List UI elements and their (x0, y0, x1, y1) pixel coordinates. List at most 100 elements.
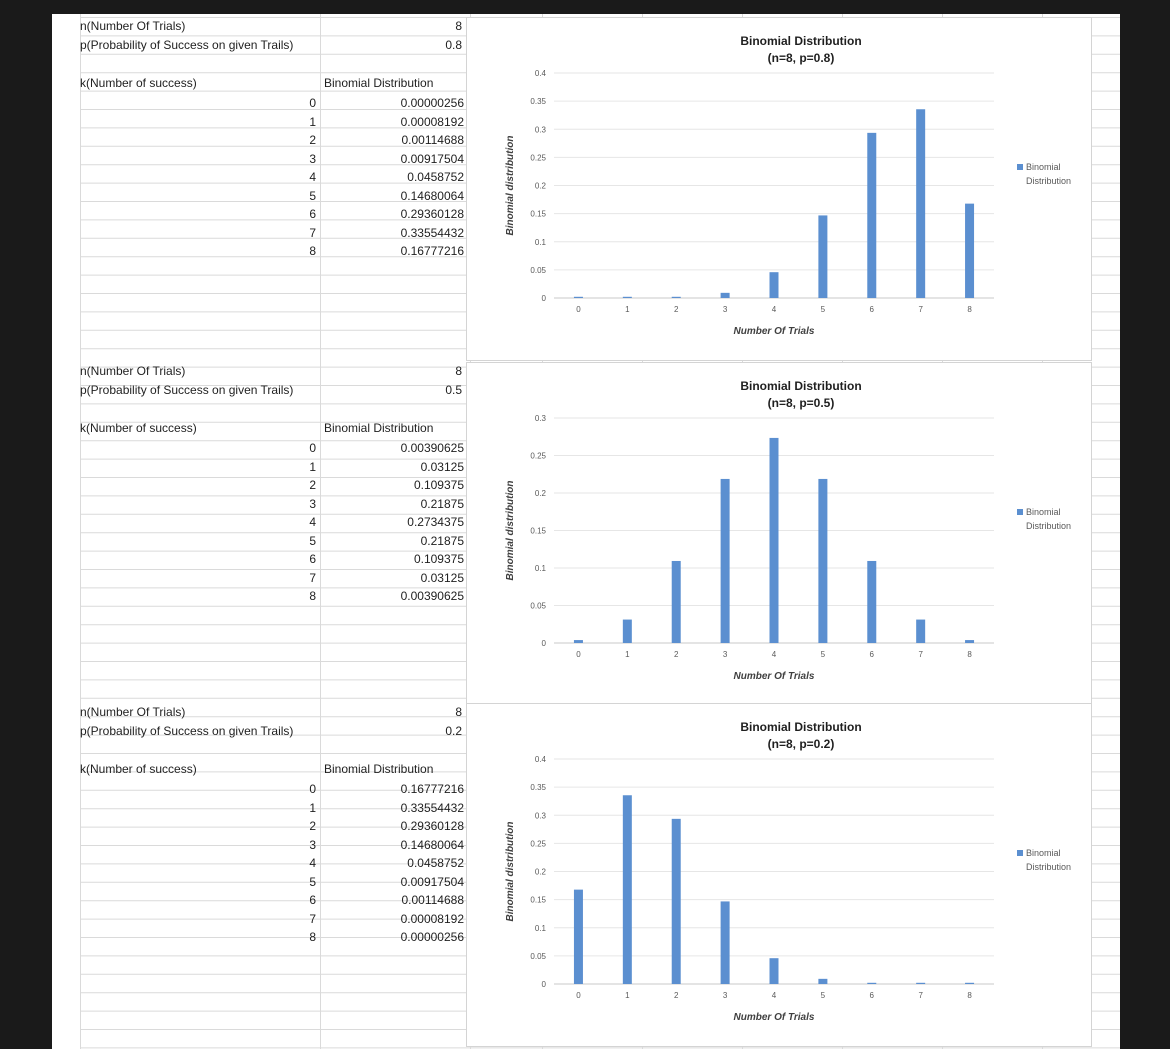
probability-cell: 0.0458752 (407, 856, 464, 870)
x-tick-label: 8 (967, 650, 972, 659)
legend-line: Distribution (1026, 176, 1071, 186)
x-tick-label: 5 (821, 991, 826, 1000)
bar (573, 889, 583, 984)
dist-header: Binomial Distribution (324, 76, 434, 90)
y-tick-label: 0.4 (535, 69, 547, 78)
bar (769, 437, 779, 643)
k-cell: 1 (309, 114, 316, 129)
y-tick-label: 0.1 (535, 238, 547, 247)
probability-cell: 0.00390625 (400, 441, 464, 455)
y-tick-label: 0.4 (535, 755, 547, 764)
x-tick-label: 0 (576, 991, 581, 1000)
probability-cell: 0.00114688 (401, 893, 464, 907)
bar (671, 818, 681, 984)
bar (818, 215, 828, 298)
spreadsheet[interactable]: n(Number Of Trials) 8 p(Probability of Suc… (52, 14, 1120, 1049)
x-tick-label: 1 (625, 305, 630, 314)
y-tick-label: 0.2 (535, 868, 547, 877)
probability-cell: 0.00008192 (400, 911, 464, 926)
x-tick-label: 0 (576, 305, 581, 314)
y-tick-label: 0.05 (530, 266, 546, 275)
y-tick-label: 0.05 (530, 602, 546, 611)
probability-cell: 0.00008192 (400, 114, 464, 129)
y-tick-label: 0.2 (535, 182, 547, 191)
x-tick-label: 2 (674, 991, 679, 1000)
panel-2: n(Number Of Trials) 8 p(Probability of Suc… (52, 700, 1120, 1047)
bar (720, 478, 730, 643)
bar (622, 296, 632, 298)
n-value: 8 (455, 19, 462, 33)
chart-title: Binomial Distribution (740, 379, 861, 393)
n-value: 8 (455, 364, 462, 378)
probability-cell: 0.14680064 (400, 188, 464, 203)
y-tick-label: 0.05 (530, 952, 546, 961)
bar (769, 958, 779, 984)
p-label: p(Probability of Success on given Trails… (80, 38, 294, 52)
probability-cell: 0.14680064 (400, 837, 464, 852)
chart-2[interactable]: 0 0.05 0.1 0.15 0.2 0.25 0.3 0.35 0.4 0 1 2 3 4 5 6 7 8 Bi… (466, 703, 1092, 1047)
y-tick-label: 0.35 (530, 783, 546, 792)
y-tick-label: 0.15 (530, 527, 546, 536)
bar (916, 982, 926, 984)
chart-svg: 0 0.05 0.1 0.15 0.2 0.25 0.3 0 1 2 3 4 5 6 7 8 Binomial … (505, 379, 1071, 682)
k-cell: 3 (309, 151, 316, 166)
probability-cell: 0.109375 (413, 478, 464, 492)
x-tick-label: 0 (576, 650, 581, 659)
bar (916, 619, 926, 643)
bar (867, 982, 877, 984)
bar (867, 132, 877, 298)
probability-cell: 0.29360128 (400, 207, 464, 221)
probability-cell: 0.33554432 (400, 800, 464, 815)
bar (720, 901, 730, 984)
legend-line: Distribution (1026, 862, 1071, 872)
probability-cell: 0.2734375 (407, 515, 464, 529)
k-cell: 1 (309, 459, 316, 474)
k-cell: 0 (309, 96, 316, 110)
p-value: 0.2 (445, 724, 462, 738)
legend-line: Binomial (1026, 848, 1061, 858)
probability-cell: 0.16777216 (400, 782, 464, 796)
bar (916, 109, 926, 298)
p-label: p(Probability of Success on given Trails… (80, 383, 294, 397)
legend-line: Binomial (1026, 162, 1061, 172)
n-label: n(Number Of Trials) (80, 19, 186, 33)
legend-swatch (1017, 850, 1023, 856)
x-tick-label: 6 (870, 650, 875, 659)
probability-cell: 0.00114688 (401, 133, 464, 147)
x-tick-label: 3 (723, 305, 728, 314)
x-tick-label: 7 (918, 991, 923, 1000)
x-axis-title: Number Of Trials (734, 1012, 815, 1023)
k-cell: 4 (309, 515, 316, 529)
y-tick-label: 0 (542, 294, 547, 303)
chart-1[interactable]: 0 0.05 0.1 0.15 0.2 0.25 0.3 0 1 2 3 4 5 6 7 8 Binomial … (466, 362, 1092, 706)
k-cell: 6 (309, 207, 316, 221)
probability-cell: 0.03125 (420, 570, 464, 585)
x-tick-label: 2 (674, 305, 679, 314)
legend-line: Distribution (1026, 521, 1071, 531)
chart-svg: 0 0.05 0.1 0.15 0.2 0.25 0.3 0.35 0.4 0 1 2 3 4 5 6 7 8 Bi… (505, 34, 1071, 337)
k-cell: 4 (309, 856, 316, 870)
k-cell: 8 (309, 244, 316, 258)
x-tick-label: 6 (870, 991, 875, 1000)
y-axis-title: Binomial distribution (505, 481, 516, 581)
n-label: n(Number Of Trials) (80, 364, 186, 378)
x-tick-label: 8 (967, 305, 972, 314)
p-value: 0.5 (445, 383, 462, 397)
y-tick-label: 0.35 (530, 97, 546, 106)
chart-0[interactable]: 0 0.05 0.1 0.15 0.2 0.25 0.3 0.35 0.4 0 1 2 3 4 5 6 7 8 Bi… (466, 17, 1092, 361)
probability-cell: 0.0458752 (407, 170, 464, 184)
y-tick-label: 0 (542, 980, 547, 989)
x-tick-label: 1 (625, 650, 630, 659)
probability-cell: 0.00390625 (400, 589, 464, 603)
chart-title: Binomial Distribution (740, 720, 861, 734)
k-cell: 7 (309, 225, 316, 240)
x-axis-title: Number Of Trials (734, 671, 815, 682)
probability-cell: 0.00000256 (400, 930, 464, 944)
k-header: k(Number of success) (80, 762, 197, 776)
bar (671, 296, 681, 298)
probability-cell: 0.29360128 (400, 819, 464, 833)
k-cell: 3 (309, 496, 316, 511)
bar (818, 478, 828, 643)
probability-cell: 0.109375 (413, 552, 464, 566)
legend-label: Binomial Distribution (1026, 162, 1071, 186)
